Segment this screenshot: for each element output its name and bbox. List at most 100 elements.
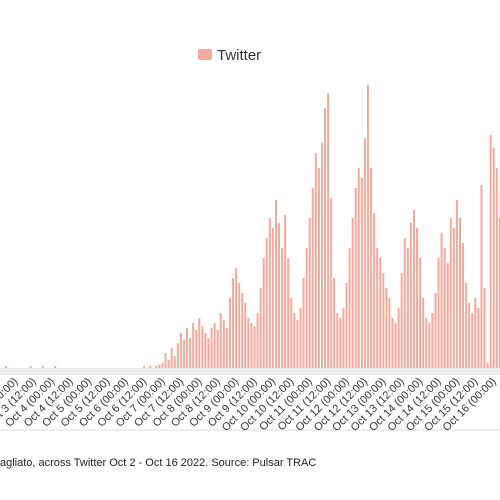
bar [327, 93, 330, 368]
bar [397, 308, 400, 368]
bar [256, 313, 259, 368]
axis-band [0, 368, 500, 375]
bar [483, 288, 486, 368]
bar [422, 298, 425, 368]
bar [376, 248, 379, 368]
bar [173, 356, 176, 368]
bar [308, 218, 311, 368]
bar [400, 273, 403, 368]
bar [210, 328, 213, 368]
bar [167, 360, 170, 368]
bar [293, 313, 296, 368]
bar [290, 298, 293, 368]
bar [440, 233, 443, 368]
bar [247, 318, 250, 368]
bar [41, 366, 44, 368]
bar [296, 320, 299, 368]
bar [391, 318, 394, 368]
bar [419, 258, 422, 368]
bar [281, 248, 284, 368]
bar [409, 223, 412, 368]
bar [412, 210, 415, 368]
bar [333, 278, 336, 368]
bar [474, 298, 477, 368]
bar [351, 218, 354, 368]
bar [330, 198, 333, 368]
bar [213, 323, 216, 368]
bar [241, 293, 244, 368]
bar [259, 288, 262, 368]
bar [268, 218, 271, 368]
bar [342, 308, 345, 368]
bar [345, 283, 348, 368]
bar [434, 293, 437, 368]
bar [320, 143, 323, 368]
bar [179, 333, 182, 368]
bar [495, 168, 498, 368]
bar [492, 148, 495, 368]
bar [284, 215, 287, 368]
bar [416, 228, 419, 368]
bars [5, 85, 500, 368]
bar [164, 353, 167, 368]
bar [170, 348, 173, 368]
bar [437, 258, 440, 368]
bar [486, 363, 489, 368]
bar [465, 283, 468, 368]
bar [452, 228, 455, 368]
bar [262, 258, 265, 368]
caption: agliato, across Twitter Oct 2 - Oct 16 2… [0, 457, 316, 469]
bar [271, 228, 274, 368]
bar [274, 200, 277, 368]
bar [232, 278, 235, 368]
bar [373, 213, 376, 368]
bar [195, 330, 198, 368]
bar [302, 278, 305, 368]
bar [431, 313, 434, 368]
bar [370, 168, 373, 368]
bar [311, 188, 314, 368]
bar [250, 323, 253, 368]
bar [348, 248, 351, 368]
bar [189, 338, 192, 368]
bar [477, 308, 480, 368]
bar [235, 268, 238, 368]
bar [225, 328, 228, 368]
bar [458, 218, 461, 368]
bar [498, 218, 500, 368]
legend-swatch [198, 49, 212, 60]
bar [158, 365, 161, 368]
bar [462, 243, 465, 368]
bar [324, 108, 327, 368]
bar [228, 298, 231, 368]
bar [198, 318, 201, 368]
bar [238, 283, 241, 368]
bar [360, 178, 363, 368]
bar [192, 323, 195, 368]
bar [186, 328, 189, 368]
bar [446, 263, 449, 368]
bar [278, 223, 281, 368]
bar [317, 168, 320, 368]
x-labels: Oct 3 (00:00)Oct 3 (12:00)Oct 4 (00:00)O… [0, 376, 499, 434]
bar [468, 303, 471, 368]
bar [455, 200, 458, 368]
bar [265, 238, 268, 368]
bar [480, 185, 483, 368]
bar [176, 343, 179, 368]
bar [299, 308, 302, 368]
bar [443, 248, 446, 368]
bar [385, 288, 388, 368]
bar [5, 366, 8, 368]
bar [253, 326, 256, 368]
bar [182, 340, 185, 368]
bar [471, 313, 474, 368]
bar [29, 366, 32, 368]
bar [219, 313, 222, 368]
bar [207, 338, 210, 368]
bar [449, 218, 452, 368]
bar [425, 318, 428, 368]
bar [305, 248, 308, 368]
bar [379, 258, 382, 368]
